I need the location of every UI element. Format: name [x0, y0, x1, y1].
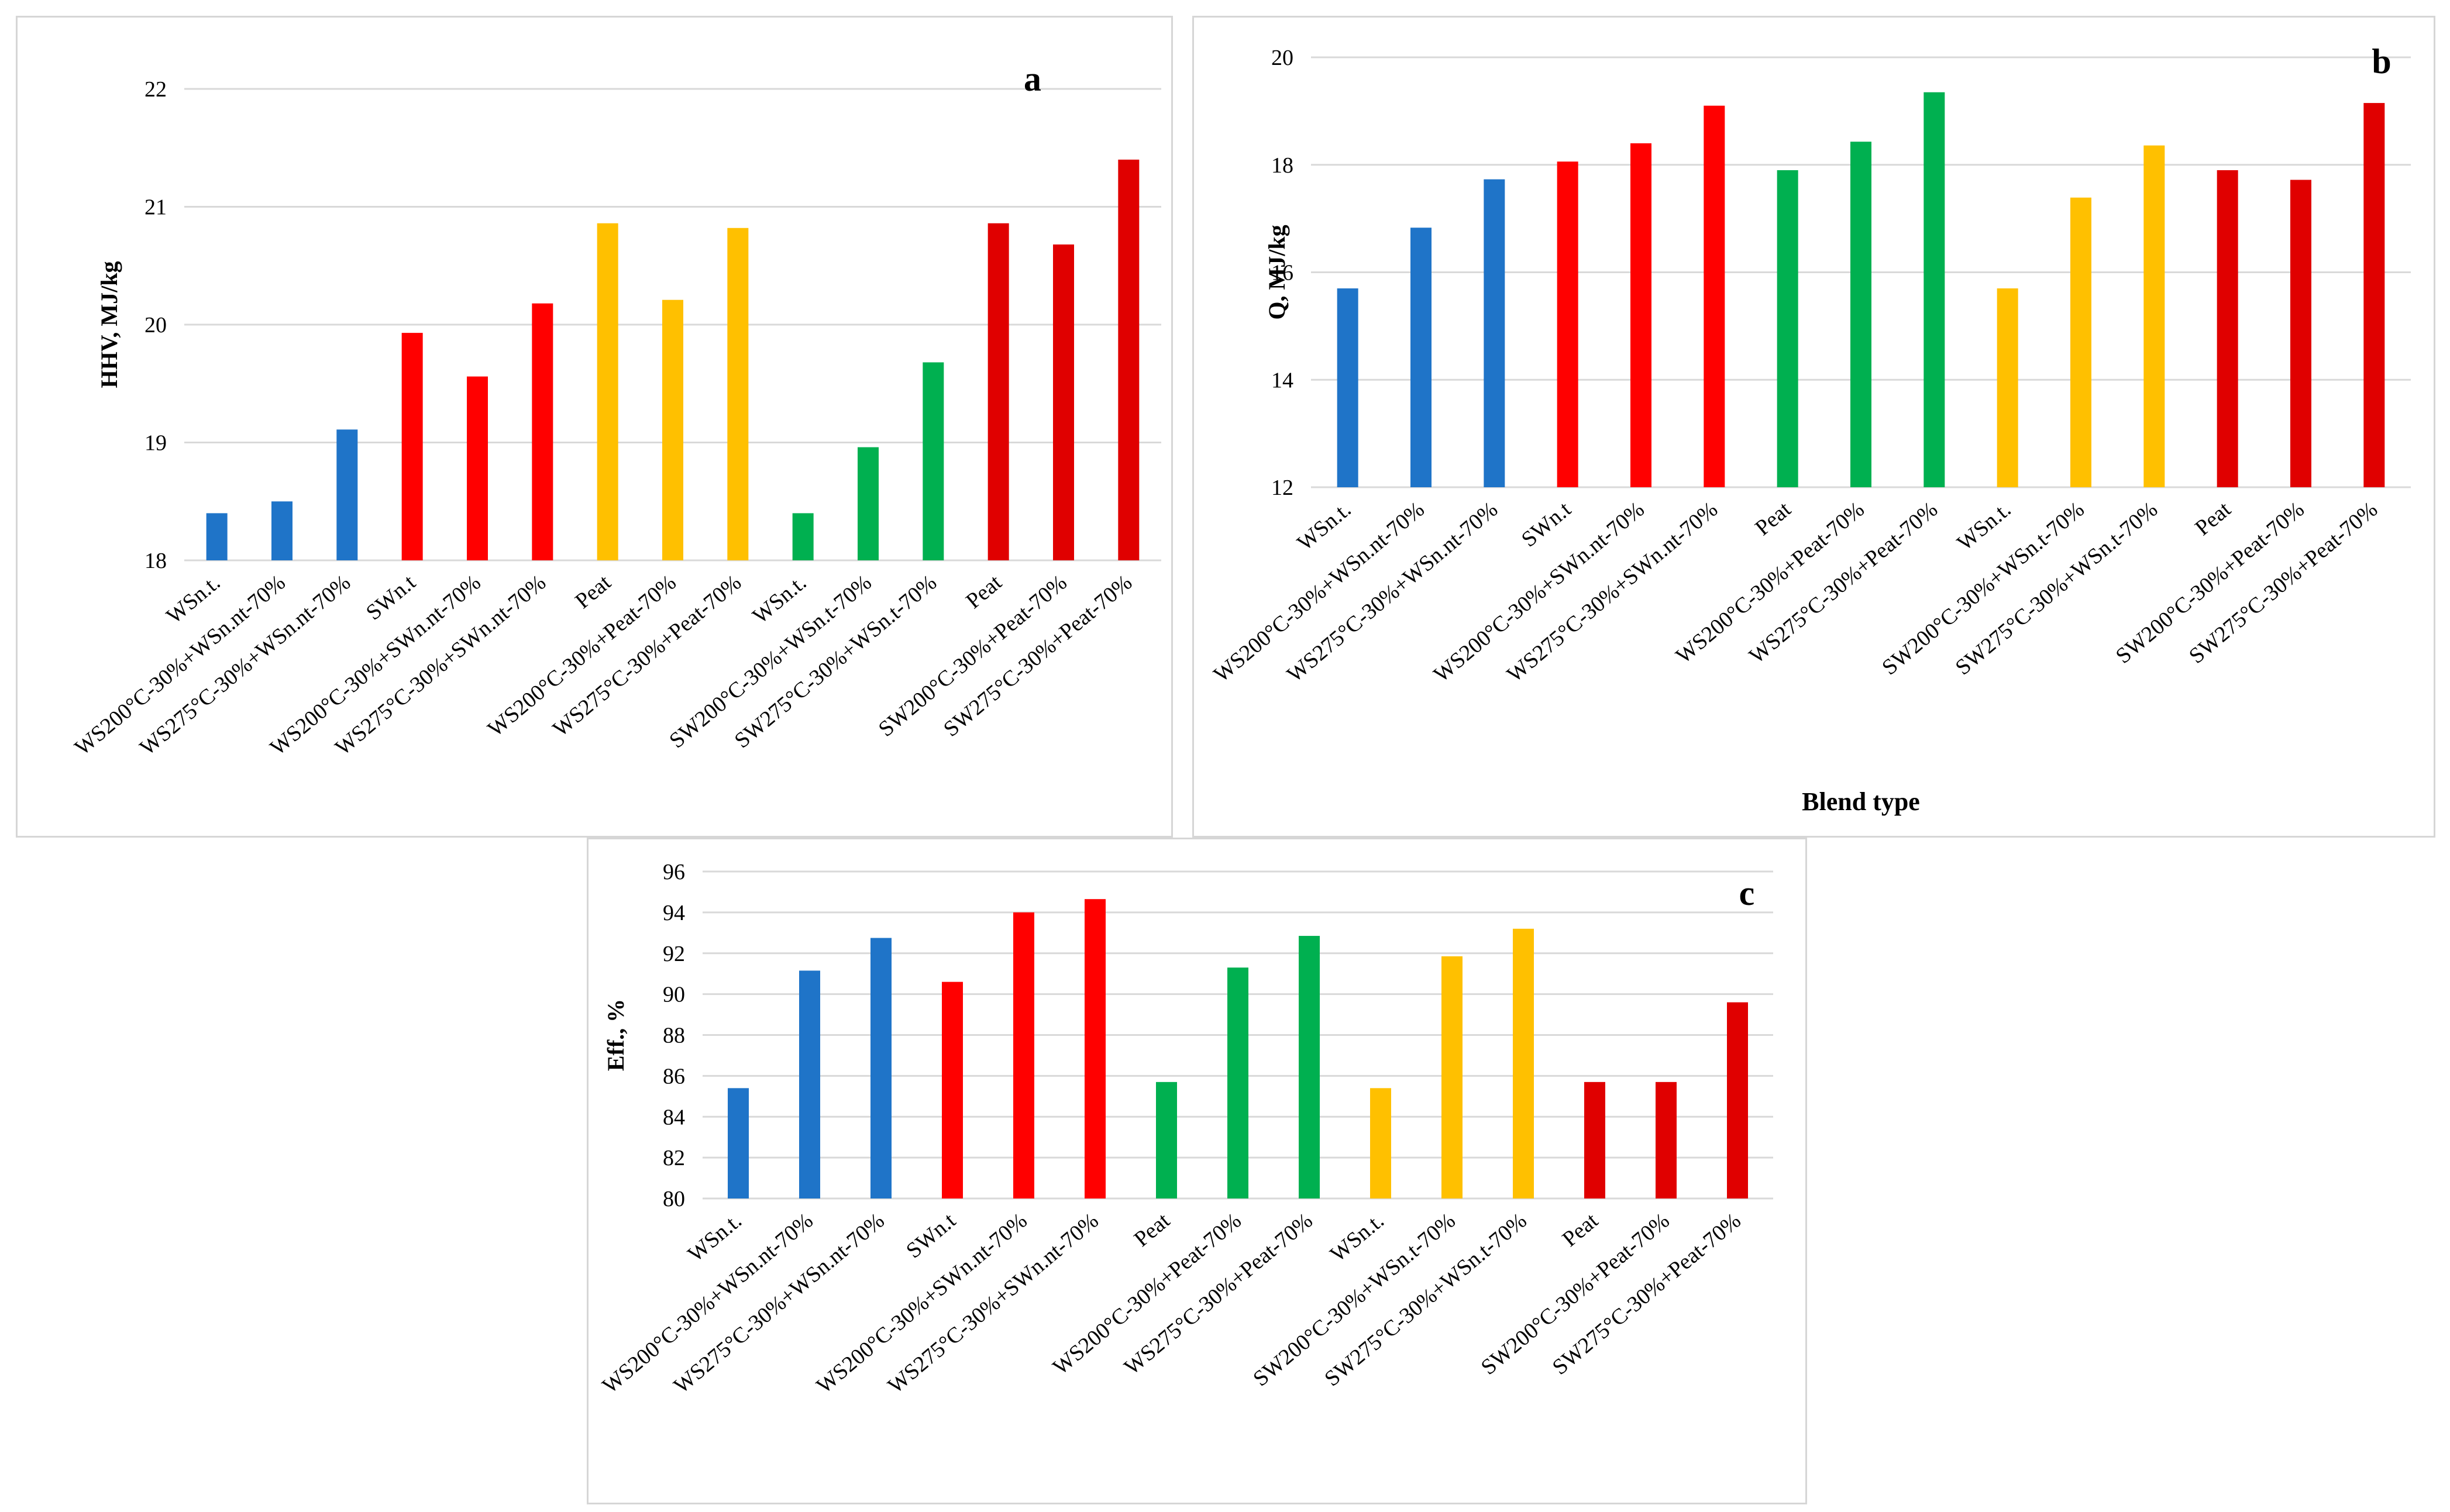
bar	[532, 303, 553, 560]
bar	[1630, 143, 1651, 487]
y-axis-label: Q, MJ/kg	[1264, 225, 1290, 319]
bar	[206, 513, 228, 560]
bar	[1704, 105, 1725, 487]
x-tick-label: Peat	[2190, 497, 2235, 540]
bar	[1557, 161, 1578, 487]
y-tick-label: 88	[663, 1024, 685, 1048]
bar	[1337, 288, 1358, 487]
y-tick-label: 90	[663, 983, 685, 1007]
bar	[1156, 1082, 1177, 1198]
y-tick-label: 19	[144, 431, 167, 456]
chart-b-svg: 1214161820WSn.t.WS200°C-30%+WSn.nt-70%WS…	[1209, 42, 2411, 816]
bar	[1013, 912, 1034, 1198]
y-tick-label: 20	[1271, 46, 1293, 70]
panel-label: a	[1024, 60, 1041, 98]
bar	[727, 228, 749, 560]
bar	[2363, 103, 2385, 487]
y-tick-label: 92	[663, 942, 685, 966]
bar	[923, 362, 944, 560]
bar	[1584, 1082, 1605, 1198]
chart-panel-b: 12 14 16 18 20 WSn.t. WS200°C-30%+WSn.nt-70% WS…	[1192, 16, 2435, 838]
y-tick-label: 20	[144, 313, 167, 337]
bar	[1513, 928, 1534, 1198]
x-tick-label: WSn.t.	[1953, 497, 2016, 556]
x-tick-label: Peat	[570, 570, 615, 614]
bar	[728, 1088, 749, 1198]
y-tick-label: 94	[663, 901, 685, 925]
bar	[1299, 936, 1320, 1198]
bar	[1441, 956, 1463, 1198]
chart-c-svg: 808284868890929496WSn.t.WS200°C-30%+WSn.…	[598, 860, 1773, 1399]
x-axis-label: Blend type	[1802, 787, 1920, 816]
x-tick-label: WSn.t.	[1326, 1208, 1389, 1267]
bar	[2217, 170, 2238, 487]
bar	[271, 501, 293, 560]
bar	[1850, 142, 1871, 487]
x-tick-label: Peat	[1558, 1208, 1603, 1252]
bar	[1118, 159, 1140, 560]
x-tick-label: WSn.t.	[1293, 497, 1356, 556]
y-tick-label: 96	[663, 860, 685, 884]
chart-a-svg: 1819202122WSn.t.WS200°C-30%+WSn.nt-70%WS…	[70, 60, 1161, 760]
bar	[662, 299, 683, 560]
x-tick-label: Peat	[1130, 1208, 1175, 1252]
x-tick-label: SWn.t	[1517, 497, 1576, 552]
y-tick-label: 16	[1271, 261, 1293, 285]
bar	[1997, 288, 2018, 487]
chart-panel-a: 18 19 20 21 22 WSn.t. WS200°C-30%+WSn.nt-70% WS…	[16, 16, 1173, 838]
bar	[1085, 899, 1106, 1198]
bar	[799, 970, 820, 1198]
bar	[336, 429, 358, 560]
bar	[1227, 967, 1248, 1198]
bar	[942, 981, 963, 1198]
bar	[792, 513, 814, 560]
y-tick-label: 82	[663, 1146, 685, 1170]
bar	[1923, 92, 1945, 487]
bar	[2143, 145, 2165, 488]
y-axis-label: Eff., %	[603, 999, 629, 1071]
bar	[1777, 170, 1798, 487]
panel-label: c	[1739, 874, 1755, 912]
y-tick-label: 21	[144, 195, 167, 220]
bar	[2290, 180, 2311, 488]
bar	[401, 333, 423, 560]
y-axis-label: HHV, MJ/kg	[96, 261, 122, 388]
bar	[1410, 228, 1432, 487]
x-tick-label: WSn.t.	[683, 1208, 746, 1267]
x-tick-label: SWn.t	[901, 1208, 961, 1263]
bar	[870, 938, 892, 1198]
y-tick-label: 18	[1271, 153, 1293, 178]
y-tick-label: 18	[144, 549, 167, 573]
bar	[1370, 1088, 1391, 1198]
y-tick-label: 86	[663, 1064, 685, 1089]
y-tick-label: 14	[1271, 368, 1293, 392]
y-tick-label: 84	[663, 1105, 685, 1129]
y-tick-label: 22	[144, 77, 167, 102]
bar	[858, 447, 879, 560]
x-tick-label: SWn.t	[362, 570, 421, 625]
bar	[1727, 1002, 1748, 1198]
bar	[2070, 197, 2091, 487]
chart-panel-c: 80 82 84 86 88 90 92 94 96 WSn.t. WS200°C-30%+WSn.…	[587, 838, 1807, 1504]
bar	[467, 376, 488, 560]
y-tick-label: 12	[1271, 476, 1293, 500]
x-tick-label: Peat	[961, 570, 1006, 614]
bar	[597, 223, 618, 561]
x-tick-label: Peat	[1750, 497, 1795, 540]
panel-label: b	[2372, 42, 2391, 81]
y-tick-label: 80	[663, 1187, 685, 1211]
bar	[1656, 1082, 1677, 1198]
bar	[987, 223, 1009, 561]
bar	[1484, 179, 1505, 487]
bar	[1053, 244, 1074, 561]
